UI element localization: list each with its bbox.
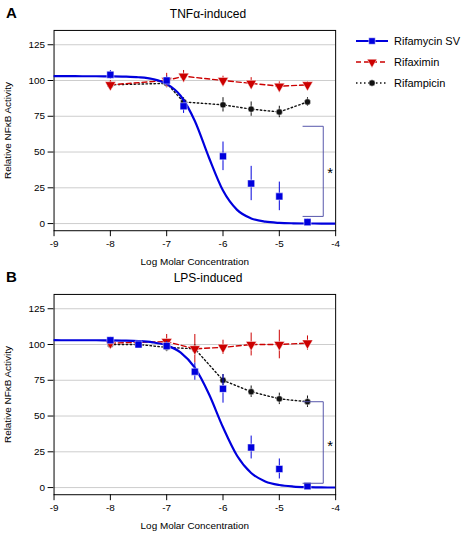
html-text:Rifaximin: Rifaximin bbox=[394, 56, 440, 68]
html-text:TNFα-induced: TNFα-induced bbox=[169, 7, 247, 21]
svg-text:-5: -5 bbox=[275, 238, 284, 249]
svg-text:25: 25 bbox=[34, 446, 46, 457]
html-text:A: A bbox=[6, 4, 17, 21]
svg-text:Relative NFκB Activity: Relative NFκB Activity bbox=[2, 82, 13, 179]
svg-text:-7: -7 bbox=[162, 238, 171, 249]
svg-text:50: 50 bbox=[34, 410, 46, 421]
svg-text:*: * bbox=[327, 165, 333, 181]
svg-text:-4: -4 bbox=[331, 502, 340, 513]
svg-text:-6: -6 bbox=[219, 502, 228, 513]
svg-text:Log Molar Concentration: Log Molar Concentration bbox=[141, 256, 249, 267]
svg-text:-9: -9 bbox=[50, 502, 59, 513]
svg-text:50: 50 bbox=[34, 146, 46, 157]
svg-text:-7: -7 bbox=[162, 502, 171, 513]
svg-text:-6: -6 bbox=[219, 238, 228, 249]
svg-text:125: 125 bbox=[29, 39, 46, 50]
svg-text:25: 25 bbox=[34, 182, 46, 193]
svg-text:75: 75 bbox=[34, 110, 46, 121]
svg-text:-8: -8 bbox=[106, 238, 115, 249]
svg-text:Relative NFκB Activity: Relative NFκB Activity bbox=[2, 346, 13, 443]
svg-text:75: 75 bbox=[34, 374, 46, 385]
svg-text:-4: -4 bbox=[331, 238, 340, 249]
svg-text:0: 0 bbox=[40, 218, 46, 229]
svg-text:0: 0 bbox=[40, 482, 46, 493]
svg-text:125: 125 bbox=[29, 303, 46, 314]
svg-text:100: 100 bbox=[29, 339, 46, 350]
svg-text:-9: -9 bbox=[50, 238, 59, 249]
svg-text:-5: -5 bbox=[275, 502, 284, 513]
svg-text:-8: -8 bbox=[106, 502, 115, 513]
html-text:Rifampicin: Rifampicin bbox=[394, 77, 446, 89]
svg-text:Log Molar Concentration: Log Molar Concentration bbox=[141, 520, 249, 531]
svg-text:100: 100 bbox=[29, 75, 46, 86]
svg-text:*: * bbox=[327, 437, 333, 453]
html-text:Rifamycin SV: Rifamycin SV bbox=[394, 35, 460, 47]
html-text:LPS-induced: LPS-induced bbox=[173, 270, 243, 285]
html-text:B: B bbox=[6, 267, 17, 285]
